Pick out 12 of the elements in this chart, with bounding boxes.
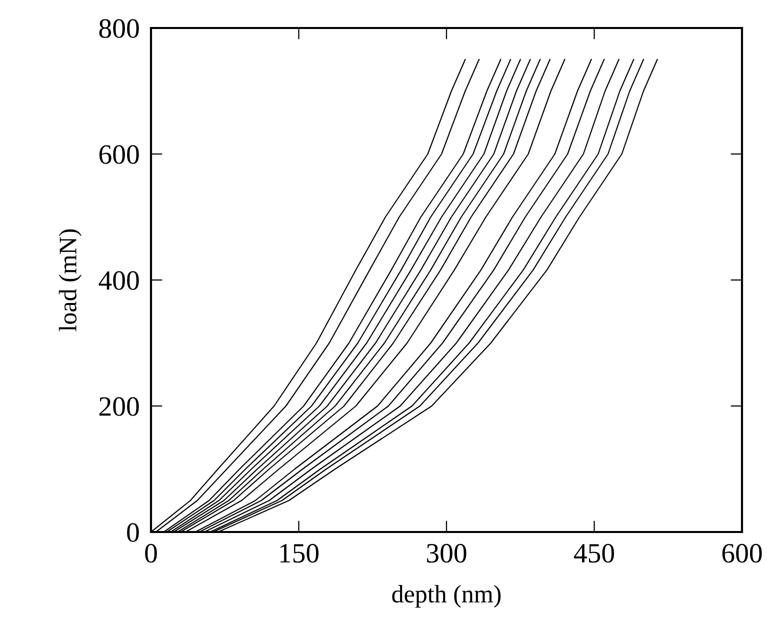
x-axis-title: depth (nm) <box>392 584 501 608</box>
y-tick-label: 400 <box>98 271 139 290</box>
x-tick-label: 300 <box>426 544 466 563</box>
y-tick-label: 600 <box>99 145 139 164</box>
x-tick-label: 150 <box>280 544 319 563</box>
x-tick-label: 600 <box>722 544 762 563</box>
y-tick-label: 0 <box>127 523 139 542</box>
y-axis-title: load (mN) <box>58 229 82 332</box>
x-tick-label: 450 <box>574 544 614 563</box>
x-tick-label: 0 <box>145 544 157 563</box>
y-tick-label: 200 <box>99 397 139 416</box>
y-tick-label: 800 <box>99 19 139 38</box>
